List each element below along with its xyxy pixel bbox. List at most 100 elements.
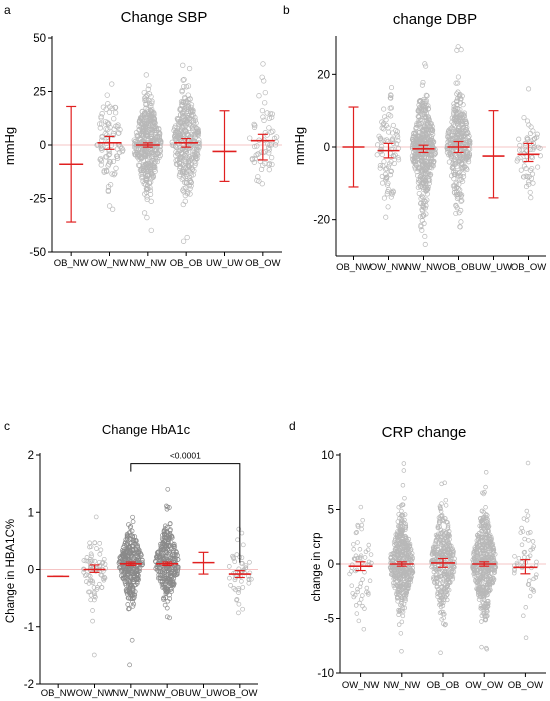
p-value-label: <0.0001 bbox=[170, 451, 201, 461]
data-point bbox=[149, 170, 155, 177]
data-point bbox=[121, 566, 127, 572]
data-point bbox=[174, 161, 180, 167]
data-point bbox=[132, 538, 138, 543]
data-point bbox=[425, 184, 431, 190]
data-point bbox=[451, 169, 457, 175]
error-bar bbox=[447, 140, 470, 154]
data-point bbox=[98, 121, 105, 127]
data-point bbox=[421, 98, 427, 104]
data-point bbox=[517, 142, 523, 148]
data-point bbox=[454, 118, 460, 125]
data-point bbox=[414, 136, 421, 142]
data-point bbox=[98, 156, 104, 162]
data-point bbox=[143, 177, 150, 184]
data-point bbox=[383, 177, 389, 183]
x-tick-label: NW_OB bbox=[150, 688, 185, 699]
data-point bbox=[401, 461, 407, 466]
data-point bbox=[411, 155, 417, 161]
panel-c-title: Change HbA1c bbox=[102, 422, 191, 437]
data-point bbox=[521, 174, 527, 180]
data-point bbox=[530, 539, 536, 544]
data-point bbox=[430, 159, 436, 165]
data-point bbox=[266, 167, 272, 173]
data-point bbox=[451, 110, 457, 116]
data-point bbox=[381, 137, 387, 143]
data-point bbox=[146, 97, 152, 104]
data-point bbox=[424, 93, 430, 99]
data-point bbox=[88, 558, 93, 564]
data-point bbox=[146, 179, 152, 185]
data-point bbox=[136, 557, 141, 563]
data-point bbox=[422, 233, 428, 240]
data-point bbox=[266, 147, 272, 153]
data-point bbox=[269, 161, 275, 168]
data-point bbox=[182, 160, 189, 166]
data-point bbox=[129, 570, 134, 575]
data-point bbox=[251, 143, 258, 150]
data-point bbox=[130, 519, 136, 525]
data-point bbox=[423, 92, 429, 98]
data-point bbox=[90, 578, 95, 584]
data-point bbox=[128, 574, 133, 580]
error-bar bbox=[513, 559, 538, 575]
data-point bbox=[144, 120, 150, 127]
data-point bbox=[139, 562, 145, 568]
data-point bbox=[102, 574, 107, 580]
data-point bbox=[378, 149, 384, 155]
data-point bbox=[529, 171, 536, 177]
data-point bbox=[147, 191, 154, 198]
data-point bbox=[530, 180, 536, 186]
y-tick-label: -2 bbox=[24, 679, 34, 691]
data-point bbox=[388, 85, 395, 91]
data-point bbox=[113, 165, 119, 171]
data-point bbox=[148, 103, 154, 109]
y-tick-label: 50 bbox=[33, 33, 46, 45]
data-point bbox=[247, 135, 253, 141]
data-point bbox=[268, 154, 275, 161]
data-point bbox=[94, 546, 99, 551]
data-point bbox=[379, 119, 385, 125]
data-point bbox=[448, 137, 454, 143]
data-point bbox=[191, 159, 198, 165]
data-point bbox=[356, 618, 362, 624]
data-point bbox=[149, 149, 156, 156]
data-point bbox=[451, 176, 457, 182]
data-point bbox=[185, 83, 192, 89]
data-point bbox=[524, 136, 530, 143]
data-point bbox=[178, 150, 184, 156]
data-point bbox=[377, 136, 383, 142]
data-point bbox=[180, 131, 186, 138]
data-point bbox=[226, 564, 232, 569]
data-point bbox=[359, 522, 365, 528]
data-point bbox=[189, 131, 195, 137]
data-point bbox=[124, 534, 130, 540]
data-point bbox=[187, 177, 194, 184]
data-point bbox=[184, 190, 191, 197]
data-point bbox=[110, 158, 117, 165]
data-point bbox=[443, 503, 449, 508]
data-point bbox=[383, 214, 389, 220]
data-point bbox=[381, 106, 387, 112]
data-point bbox=[84, 572, 89, 578]
data-point bbox=[149, 143, 155, 150]
data-point bbox=[413, 154, 420, 160]
data-point bbox=[185, 145, 191, 151]
data-point bbox=[518, 530, 524, 535]
data-point bbox=[454, 102, 460, 108]
data-point bbox=[379, 152, 385, 158]
data-point bbox=[142, 95, 148, 101]
data-point bbox=[358, 597, 364, 602]
data-point bbox=[523, 173, 529, 179]
data-point bbox=[143, 97, 149, 103]
data-point bbox=[189, 138, 196, 145]
data-point bbox=[167, 592, 172, 598]
data-point bbox=[192, 156, 199, 162]
data-point bbox=[236, 610, 241, 616]
data-point bbox=[91, 652, 97, 658]
data-point bbox=[398, 631, 404, 636]
panel-letter-d: d bbox=[289, 419, 296, 433]
data-point bbox=[178, 112, 184, 118]
data-point bbox=[410, 139, 416, 145]
data-point bbox=[122, 579, 128, 584]
data-point bbox=[388, 92, 394, 99]
